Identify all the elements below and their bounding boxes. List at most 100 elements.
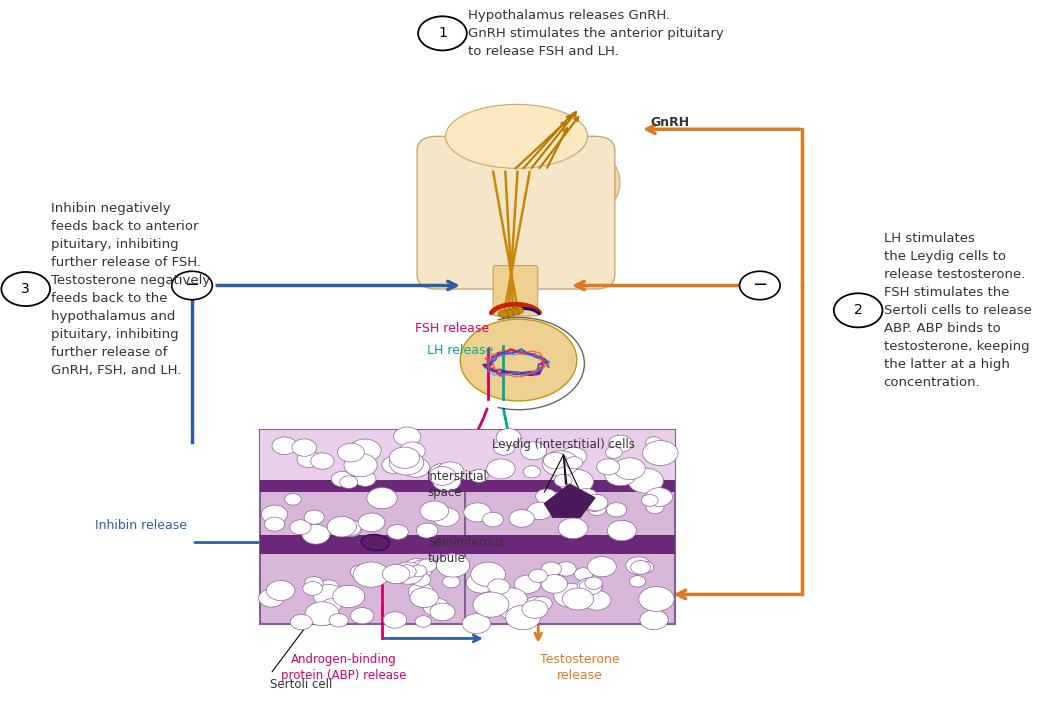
Text: 3: 3 — [21, 282, 30, 296]
Circle shape — [473, 592, 509, 617]
FancyBboxPatch shape — [260, 430, 470, 625]
Circle shape — [597, 459, 620, 475]
Text: Androgen-binding
protein (ABP) release: Androgen-binding protein (ABP) release — [281, 652, 406, 682]
Circle shape — [532, 597, 552, 610]
Circle shape — [408, 583, 434, 600]
Circle shape — [418, 559, 437, 573]
Circle shape — [285, 493, 302, 505]
Circle shape — [514, 575, 541, 593]
Ellipse shape — [445, 104, 587, 168]
Text: Inhibin negatively
feeds back to anterior
pituitary, inhibiting
further release : Inhibin negatively feeds back to anterio… — [51, 202, 211, 376]
Circle shape — [645, 436, 662, 448]
Text: Inhibin release: Inhibin release — [95, 519, 187, 532]
Circle shape — [389, 447, 420, 468]
Circle shape — [329, 614, 348, 627]
Circle shape — [382, 456, 407, 474]
Circle shape — [258, 589, 285, 607]
Circle shape — [415, 616, 432, 627]
Circle shape — [640, 610, 669, 630]
Circle shape — [304, 510, 324, 524]
Circle shape — [559, 518, 588, 539]
FancyBboxPatch shape — [464, 430, 675, 625]
Circle shape — [313, 585, 344, 606]
Circle shape — [508, 308, 518, 315]
Circle shape — [338, 443, 364, 462]
FancyBboxPatch shape — [417, 136, 615, 289]
Circle shape — [740, 271, 780, 299]
Circle shape — [561, 447, 587, 466]
Circle shape — [471, 563, 506, 587]
Circle shape — [354, 471, 376, 486]
Circle shape — [411, 588, 438, 607]
Circle shape — [340, 476, 358, 488]
Circle shape — [496, 429, 521, 446]
Circle shape — [576, 488, 598, 504]
FancyBboxPatch shape — [464, 535, 675, 554]
FancyBboxPatch shape — [260, 535, 470, 554]
Circle shape — [303, 582, 323, 595]
Circle shape — [430, 463, 455, 481]
Circle shape — [574, 568, 592, 580]
Circle shape — [559, 469, 594, 493]
Circle shape — [409, 565, 426, 577]
Circle shape — [383, 612, 406, 628]
Circle shape — [584, 498, 604, 511]
Circle shape — [506, 605, 541, 630]
Circle shape — [333, 585, 365, 607]
Ellipse shape — [460, 319, 577, 401]
Circle shape — [541, 575, 568, 593]
Circle shape — [639, 587, 674, 611]
Circle shape — [383, 565, 409, 583]
Circle shape — [605, 463, 637, 486]
Circle shape — [541, 562, 562, 576]
Circle shape — [397, 565, 416, 578]
Circle shape — [625, 557, 651, 575]
Text: 1: 1 — [438, 26, 446, 41]
Circle shape — [641, 494, 658, 506]
Circle shape — [305, 577, 324, 590]
Circle shape — [504, 309, 513, 317]
Circle shape — [353, 562, 389, 588]
Circle shape — [442, 575, 460, 588]
Circle shape — [393, 562, 424, 584]
Ellipse shape — [422, 161, 462, 204]
Text: −: − — [184, 277, 200, 294]
Circle shape — [523, 466, 541, 478]
Circle shape — [580, 579, 602, 595]
Circle shape — [403, 558, 433, 580]
Circle shape — [387, 525, 408, 540]
Circle shape — [350, 565, 369, 578]
Circle shape — [423, 598, 449, 616]
FancyBboxPatch shape — [260, 430, 470, 484]
Circle shape — [272, 437, 297, 455]
Circle shape — [585, 577, 602, 590]
Circle shape — [311, 453, 334, 469]
Circle shape — [631, 560, 651, 574]
Circle shape — [521, 442, 547, 460]
Circle shape — [348, 439, 381, 462]
Circle shape — [432, 508, 459, 526]
Circle shape — [630, 575, 645, 587]
Circle shape — [499, 602, 524, 620]
Circle shape — [463, 503, 491, 522]
Circle shape — [642, 441, 678, 466]
Circle shape — [394, 427, 421, 446]
FancyBboxPatch shape — [260, 481, 470, 492]
Ellipse shape — [362, 535, 389, 550]
Circle shape — [327, 516, 357, 537]
FancyBboxPatch shape — [464, 430, 675, 484]
Circle shape — [359, 513, 385, 532]
Circle shape — [488, 579, 510, 595]
Text: −: − — [752, 277, 767, 294]
Text: Seminiferous
tubule: Seminiferous tubule — [427, 535, 505, 565]
Circle shape — [292, 439, 316, 456]
Text: Testosterone
release: Testosterone release — [541, 652, 620, 682]
Circle shape — [498, 310, 508, 317]
Circle shape — [482, 512, 504, 527]
Circle shape — [529, 569, 548, 583]
Circle shape — [587, 557, 617, 577]
Circle shape — [578, 578, 602, 595]
Circle shape — [417, 523, 438, 538]
Circle shape — [341, 522, 362, 537]
Polygon shape — [545, 484, 595, 517]
